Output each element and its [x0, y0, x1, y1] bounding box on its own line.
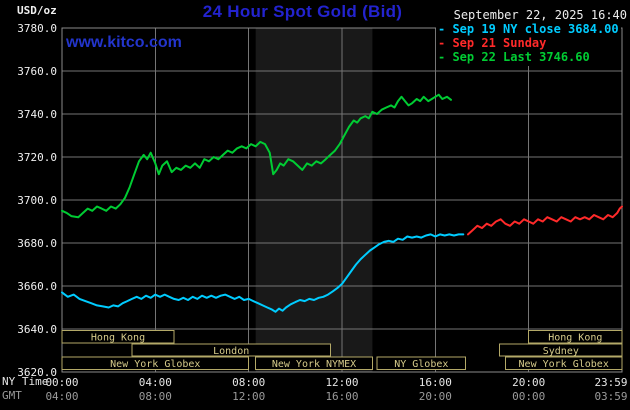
chart-title: 24 Hour Spot Gold (Bid) — [202, 2, 403, 21]
x-tick-ny: 12:00 — [325, 376, 358, 389]
session-box-hong-kong: Hong Kong — [528, 330, 623, 344]
session-box-new-york-nymex: New York NYMEX — [255, 356, 373, 370]
y-tick-label: 3620.0 — [17, 366, 57, 379]
legend-item: - Sep 19 NY close 3684.00 — [438, 22, 619, 36]
session-box-ny-globex: NY Globex — [376, 356, 467, 370]
plot-border — [61, 27, 623, 373]
session-label: Hong Kong — [548, 333, 602, 344]
series-sep-19-ny-close — [61, 233, 465, 313]
x-tick-gmt: 20:00 — [419, 390, 452, 403]
session-box-sydney: Sydney — [499, 343, 623, 357]
y-tick-label: 3760.0 — [17, 65, 57, 78]
ny-time-axis-label: NY Time — [2, 375, 49, 388]
x-tick-ny: 00:00 — [45, 376, 78, 389]
legend-item: - Sep 22 Last 3746.60 — [438, 50, 590, 64]
y-tick-label: 3660.0 — [17, 280, 57, 293]
y-tick-label: 3680.0 — [17, 237, 57, 250]
series-sep-22-last — [61, 93, 452, 219]
session-box-london: London — [131, 343, 331, 357]
series-sep-21-sunday — [467, 205, 623, 236]
y-tick-label: 3640.0 — [17, 323, 57, 336]
session-box-new-york-globex: New York Globex — [61, 356, 250, 370]
session-label: Sydney — [543, 346, 579, 357]
x-tick-ny: 16:00 — [419, 376, 452, 389]
y-tick-label: 3720.0 — [17, 151, 57, 164]
x-tick-gmt: 00:00 — [512, 390, 545, 403]
kitco-watermark-link[interactable]: www.kitco.com — [66, 34, 182, 51]
units-label: USD/oz — [17, 4, 57, 17]
x-tick-ny: 20:00 — [512, 376, 545, 389]
gmt-axis-label: GMT — [2, 389, 22, 402]
session-label: NY Globex — [394, 359, 448, 370]
session-label: London — [213, 346, 249, 357]
x-tick-ny: 04:00 — [139, 376, 172, 389]
x-tick-gmt: 04:00 — [45, 390, 78, 403]
x-tick-gmt: 12:00 — [232, 390, 265, 403]
x-tick-ny: 08:00 — [232, 376, 265, 389]
y-tick-label: 3740.0 — [17, 108, 57, 121]
x-tick-gmt: 03:59 — [594, 390, 627, 403]
session-box-new-york-globex: New York Globex — [504, 356, 623, 370]
x-tick-gmt: 16:00 — [325, 390, 358, 403]
x-tick-gmt: 08:00 — [139, 390, 172, 403]
legend-item: - Sep 21 Sunday — [438, 36, 547, 50]
legend: - Sep 19 NY close 3684.00- Sep 21 Sunday… — [436, 21, 621, 66]
x-tick-ny: 23:59 — [594, 376, 627, 389]
y-tick-label: 3780.0 — [17, 22, 57, 35]
session-label: New York Globex — [519, 359, 609, 370]
session-label: New York NYMEX — [272, 359, 356, 370]
y-tick-label: 3700.0 — [17, 194, 57, 207]
session-label: Hong Kong — [91, 333, 145, 344]
datetime-label: September 22, 2025 16:40 — [453, 8, 627, 22]
session-label: New York Globex — [110, 359, 200, 370]
session-box-hong-kong: Hong Kong — [61, 330, 175, 344]
